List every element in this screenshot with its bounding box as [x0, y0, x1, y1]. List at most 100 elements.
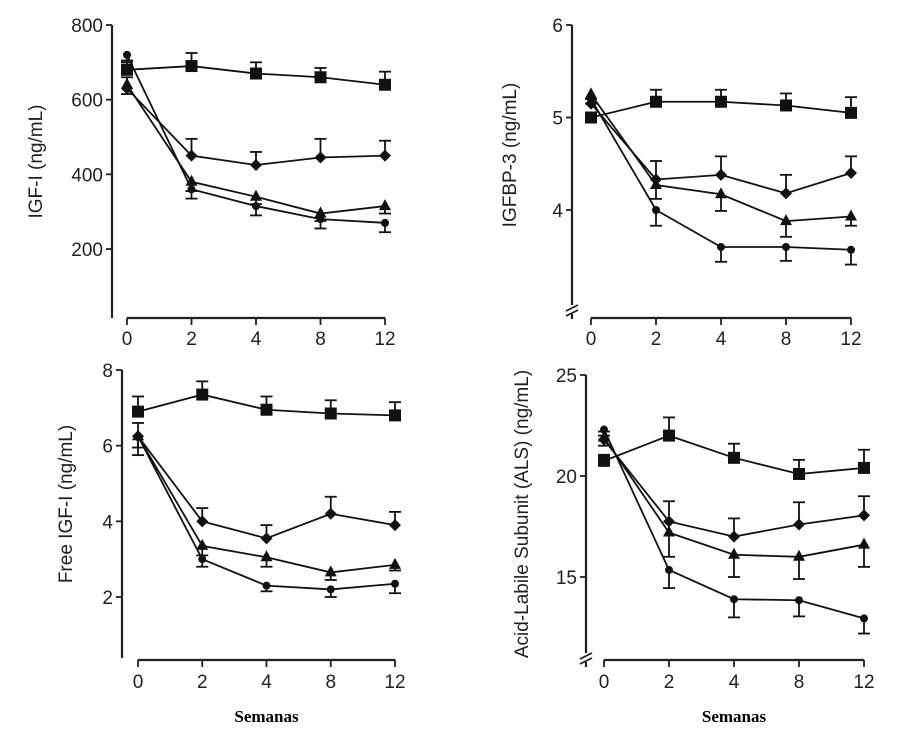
data-point-square	[379, 78, 391, 91]
data-point-circle	[326, 585, 335, 594]
data-point-diamond	[250, 159, 262, 171]
data-point-square	[260, 403, 273, 416]
y-tick-label: 400	[71, 165, 103, 186]
series-circle	[598, 425, 870, 635]
series-diamond	[121, 76, 391, 171]
data-point-diamond	[793, 518, 805, 531]
data-point-diamond	[314, 151, 327, 164]
x-axis-label: Semanas	[702, 707, 767, 726]
data-point-diamond	[845, 167, 857, 179]
x-tick-label: 12	[384, 672, 405, 693]
y-tick-label: 6	[102, 437, 113, 458]
x-tick-label: 8	[794, 672, 805, 693]
data-point-square	[185, 60, 198, 73]
series-square	[585, 88, 857, 124]
data-point-square	[121, 63, 133, 76]
data-point-diamond	[389, 519, 401, 532]
x-tick-label: 2	[197, 672, 208, 693]
data-point-triangle	[650, 178, 662, 190]
data-point-diamond	[379, 149, 391, 162]
data-point-circle	[600, 425, 608, 434]
data-point-triangle	[715, 187, 727, 199]
y-tick-label: 4	[552, 201, 563, 222]
x-tick-label: 0	[122, 329, 133, 350]
data-point-circle	[730, 595, 738, 604]
data-point-circle	[262, 581, 271, 590]
data-point-square	[780, 99, 792, 112]
data-point-circle	[782, 243, 790, 251]
data-point-square	[585, 111, 597, 124]
series-triangle	[121, 77, 391, 222]
axis-break-mark	[565, 309, 579, 317]
data-point-diamond	[780, 187, 792, 200]
panel-igfbp3: 4 5 6 IGFBP-3 (ng/mL) 0 2 4 8 12	[500, 16, 862, 350]
axis-break-mark	[579, 657, 593, 665]
data-point-diamond	[260, 532, 273, 545]
x-tick-label: 4	[729, 672, 740, 693]
data-point-circle	[252, 202, 260, 211]
data-point-triangle	[793, 549, 805, 561]
y-tick-label: 4	[102, 512, 113, 533]
data-point-circle	[847, 245, 855, 254]
y-tick-label: 200	[71, 240, 103, 261]
data-point-diamond	[196, 515, 209, 528]
data-point-triangle	[121, 77, 133, 89]
data-point-square	[132, 405, 144, 418]
series-diamond	[585, 97, 857, 200]
series-triangle	[585, 87, 857, 238]
data-point-diamond	[185, 149, 198, 162]
series-square	[121, 52, 391, 91]
y-tick-label: 15	[556, 568, 577, 589]
data-point-square	[324, 407, 337, 420]
data-point-triangle	[260, 550, 273, 562]
series-circle	[121, 50, 391, 234]
y-tick-label: 6	[552, 16, 563, 37]
data-point-square	[598, 454, 610, 467]
data-point-square	[250, 67, 262, 80]
y-tick-label: 800	[71, 16, 103, 37]
data-point-square	[314, 71, 327, 84]
data-point-circle	[665, 565, 673, 574]
data-point-square	[650, 95, 662, 108]
x-tick-label: 4	[251, 329, 262, 350]
data-point-triangle	[858, 537, 870, 549]
series-triangle	[132, 429, 401, 581]
panel-als: 15 20 25 Acid-Labile Subunit (ALS) (ng/mL) 0…	[512, 366, 875, 726]
x-tick-label: 12	[853, 672, 874, 693]
data-point-square	[858, 461, 870, 474]
data-point-triangle	[585, 87, 597, 99]
panel-igf1: 200 400 600 800 IGF-I (ng/mL) 0 2 4 8 12	[26, 16, 396, 350]
x-tick-label: 8	[781, 329, 792, 350]
data-point-circle	[198, 555, 207, 564]
data-point-circle	[652, 206, 660, 214]
data-point-circle	[860, 614, 868, 623]
y-axis-label: IGFBP-3 (ng/mL)	[500, 83, 521, 228]
x-tick-label: 12	[840, 329, 861, 350]
series-square	[598, 416, 870, 480]
x-tick-label: 0	[599, 672, 610, 693]
data-point-circle	[391, 579, 399, 588]
data-point-triangle	[845, 209, 857, 221]
data-point-square	[389, 409, 401, 422]
y-tick-label: 8	[102, 361, 113, 382]
data-point-triangle	[728, 547, 740, 559]
data-point-triangle	[663, 525, 675, 537]
data-point-triangle	[324, 565, 337, 577]
data-point-circle	[717, 243, 725, 251]
data-point-square	[845, 106, 857, 119]
y-axis-label: Acid-Labile Subunit (ALS) (ng/mL)	[512, 370, 533, 658]
data-point-triangle	[780, 214, 792, 226]
data-point-triangle	[196, 538, 209, 550]
panel-free-igf1: 2 4 6 8 Free IGF-I (ng/mL) 0 2 4 8 12 Semanas	[56, 361, 406, 726]
y-tick-label: 20	[556, 467, 577, 488]
data-point-diamond	[728, 530, 740, 543]
data-point-square	[196, 388, 209, 401]
data-point-diamond	[324, 507, 337, 520]
data-point-square	[715, 95, 727, 108]
data-point-square	[793, 467, 805, 480]
series-circle	[132, 432, 401, 598]
data-point-circle	[123, 50, 131, 59]
data-point-circle	[316, 215, 325, 224]
data-point-circle	[795, 596, 803, 605]
